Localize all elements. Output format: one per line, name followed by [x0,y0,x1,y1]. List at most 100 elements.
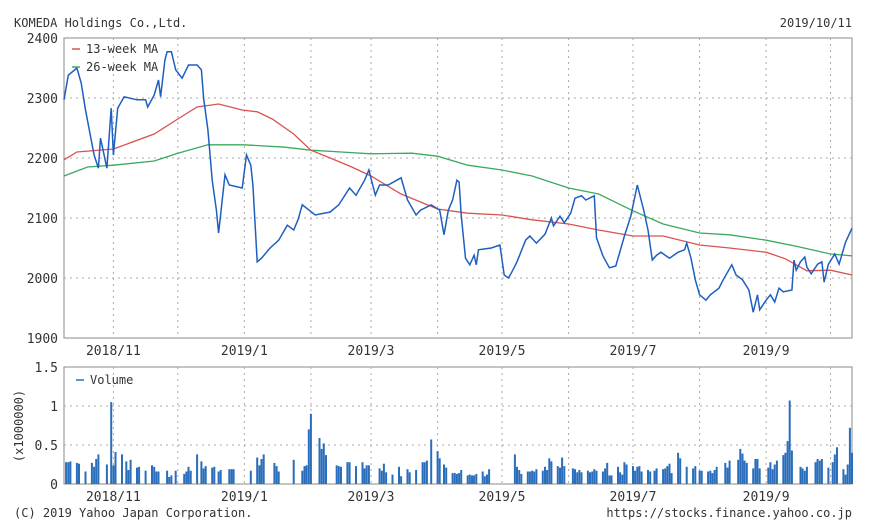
volume-bar [425,460,428,484]
y-tick-label: 2100 [27,212,58,227]
volume-bar [550,461,553,484]
y-tick-label: 2300 [27,92,58,107]
volume-bar [638,466,641,484]
x-tick-label: 2019/7 [610,344,657,359]
x-tick-label: 2019/1 [221,490,268,505]
volume-bar [273,462,276,484]
volume-bar [591,471,594,484]
volume-bar [756,459,759,484]
x-tick-label: 2019/1 [221,344,268,359]
volume-bar [400,476,403,484]
volume-bar [217,471,220,484]
volume-bar [769,462,772,484]
volume-bar [771,469,774,484]
volume-bar [528,471,531,484]
volume-bar [202,468,205,484]
volume-bar [256,457,259,484]
volume-bar [670,473,673,484]
x-tick-label: 2019/9 [743,490,790,505]
volume-bar [541,470,544,484]
volume-bar [786,441,789,484]
y-tick-label: 2400 [27,32,58,47]
volume-bar [415,470,418,484]
volume-bar [110,402,113,484]
volume-bar [617,466,619,484]
volume-bar [458,473,461,484]
volume-bar [114,452,117,484]
volume-bar [232,469,235,484]
volume-bar [767,467,770,484]
volume-bar [445,467,448,484]
y-tick-label: 0 [50,478,58,493]
volume-bar [262,454,265,484]
volume-bar [363,468,366,484]
y-tick-label: 0.5 [35,439,58,454]
volume-bar [391,474,394,484]
volume-bar [136,467,138,484]
volume-bar [200,461,203,484]
volume-bar [260,459,263,484]
volume-bar [801,468,804,484]
volume-bar [666,466,669,484]
volume-bar [84,471,87,484]
volume-bar [816,459,819,484]
volume-bar [526,471,529,484]
volume-unit-label: (x1000000) [12,390,26,462]
volume-bar [836,447,838,484]
source-url[interactable]: https://stocks.finance.yahoo.co.jp [606,506,852,520]
volume-bar [844,474,847,484]
volume-bar [743,460,746,484]
price-line [63,51,853,313]
price-legend: 13-week MA 26-week MA [72,42,159,74]
volume-bar [481,471,484,484]
volume-bar [121,454,123,484]
volume-bar [129,459,132,484]
volume-bar [475,473,478,484]
volume-bar [709,470,712,484]
volume-bar [677,452,680,484]
volume-bar [453,473,456,484]
volume-bar [533,471,536,484]
volume-bar [93,466,96,484]
volume-bar [831,462,834,484]
volume-bar [711,473,714,484]
copyright-text: (C) 2019 Yahoo Japan Corporation. [14,506,252,520]
volume-bar [97,454,100,484]
volume-bar [112,465,115,484]
volume-bar [625,464,628,484]
volume-bar [520,473,523,484]
volume-bar [715,466,718,484]
volume-bar [67,462,70,484]
volume-bar [325,455,327,484]
volume-bar [775,460,778,484]
volume-bar [75,462,78,484]
volume-bar [189,470,192,484]
legend-ma13-label: 13-week MA [86,42,159,56]
volume-bar [301,470,304,484]
volume-bar [726,467,729,484]
volume-bar [170,475,173,484]
volume-bar [436,451,439,484]
y-tick-label: 1900 [27,332,58,347]
volume-bar [601,471,604,484]
volume-bar [655,468,658,484]
volume-bar [471,475,473,484]
volume-bar [406,469,409,484]
volume-bar [589,472,591,484]
company-title: KOMEDA Holdings Co.,Ltd. [14,16,187,30]
volume-bar [348,462,351,484]
volume-bar [473,475,476,484]
volume-bar [818,460,821,484]
volume-bar [365,465,368,484]
volume-bar [692,468,695,484]
volume-bar [546,470,549,484]
volume-bar [803,470,806,484]
volume-bar [814,462,817,484]
volume-bar [754,459,757,484]
volume-bar [574,469,576,484]
legend-volume-label: Volume [90,373,133,387]
volume-bar [647,470,649,484]
volume-bar [724,462,727,484]
volume-bar [337,466,340,484]
